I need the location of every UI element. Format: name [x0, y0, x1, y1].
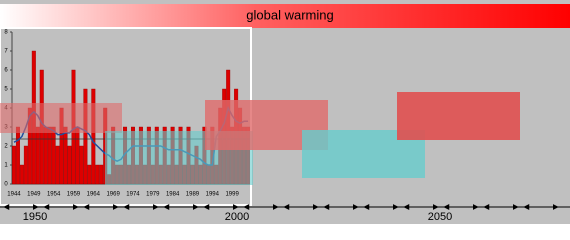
title-banner [0, 4, 570, 28]
y-tick-label: 6 [4, 68, 8, 74]
bar [91, 88, 96, 185]
timeline-label: 2050 [428, 211, 452, 223]
bar [63, 126, 68, 185]
bar [11, 145, 16, 185]
x-tick-label: 1979 [146, 192, 160, 198]
bar [47, 126, 52, 185]
timeline-label: 2000 [225, 211, 249, 223]
scenario-box [0, 103, 122, 133]
scenario-boxes [0, 92, 520, 185]
y-tick-label: 2 [4, 144, 8, 150]
y-tick-label: 1 [4, 163, 8, 169]
diagram: global warming 0123456781944194919541959… [0, 0, 570, 224]
x-tick-label: 1964 [87, 192, 101, 198]
bar [79, 145, 84, 185]
bar [99, 164, 104, 185]
x-tick-label: 1984 [166, 192, 180, 198]
x-tick-label: 1969 [106, 192, 120, 198]
bar [87, 164, 92, 185]
scenario-box [397, 92, 520, 140]
y-tick-label: 5 [4, 87, 8, 93]
bar [67, 145, 72, 185]
bar [35, 126, 40, 185]
x-tick-label: 1994 [206, 192, 220, 198]
bar [95, 164, 100, 185]
x-tick-label: 1989 [186, 192, 200, 198]
bar [19, 164, 24, 185]
bar [23, 145, 28, 185]
y-tick-label: 0 [4, 182, 8, 188]
x-tick-label: 1954 [47, 192, 61, 198]
bar [51, 126, 56, 185]
y-tick-label: 8 [4, 30, 8, 36]
x-tick-label: 1949 [27, 192, 41, 198]
x-tick-label: 1974 [126, 192, 140, 198]
bar [15, 126, 20, 185]
bar [83, 88, 88, 185]
y-tick-label: 7 [4, 49, 8, 55]
timeline-label: 1950 [23, 211, 47, 223]
bar [43, 126, 48, 185]
x-tick-label: 1999 [225, 192, 239, 198]
bar [55, 145, 60, 185]
x-tick-label: 1959 [67, 192, 81, 198]
title: global warming [246, 7, 333, 22]
x-tick-label: 1944 [7, 192, 21, 198]
bar [75, 126, 80, 185]
